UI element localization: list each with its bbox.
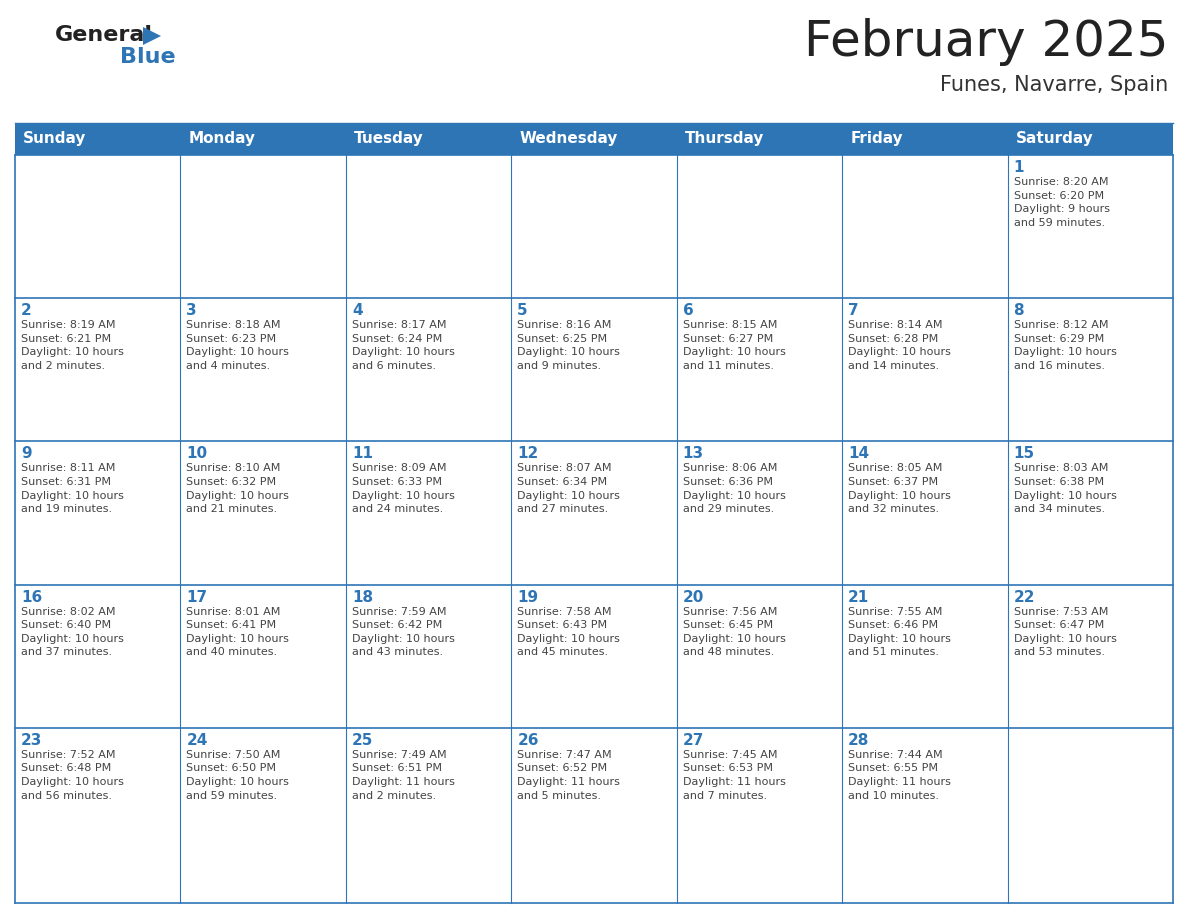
Text: 15: 15 [1013,446,1035,462]
Text: 22: 22 [1013,589,1035,605]
Text: Sunrise: 8:16 AM
Sunset: 6:25 PM
Daylight: 10 hours
and 9 minutes.: Sunrise: 8:16 AM Sunset: 6:25 PM Dayligh… [517,320,620,371]
Text: 17: 17 [187,589,208,605]
Text: Sunrise: 8:09 AM
Sunset: 6:33 PM
Daylight: 10 hours
and 24 minutes.: Sunrise: 8:09 AM Sunset: 6:33 PM Dayligh… [352,464,455,514]
Text: 25: 25 [352,733,373,748]
Text: Sunrise: 7:45 AM
Sunset: 6:53 PM
Daylight: 11 hours
and 7 minutes.: Sunrise: 7:45 AM Sunset: 6:53 PM Dayligh… [683,750,785,800]
Text: Sunday: Sunday [23,131,87,147]
Text: Sunrise: 8:15 AM
Sunset: 6:27 PM
Daylight: 10 hours
and 11 minutes.: Sunrise: 8:15 AM Sunset: 6:27 PM Dayligh… [683,320,785,371]
Text: February 2025: February 2025 [803,18,1168,66]
Text: 2: 2 [21,303,32,319]
Text: 28: 28 [848,733,870,748]
Text: Sunrise: 8:17 AM
Sunset: 6:24 PM
Daylight: 10 hours
and 6 minutes.: Sunrise: 8:17 AM Sunset: 6:24 PM Dayligh… [352,320,455,371]
Text: 3: 3 [187,303,197,319]
Text: 26: 26 [517,733,539,748]
Text: Sunrise: 8:14 AM
Sunset: 6:28 PM
Daylight: 10 hours
and 14 minutes.: Sunrise: 8:14 AM Sunset: 6:28 PM Dayligh… [848,320,952,371]
Text: 13: 13 [683,446,703,462]
Text: General: General [55,25,153,45]
Text: 6: 6 [683,303,694,319]
Text: 18: 18 [352,589,373,605]
Text: Thursday: Thursday [684,131,764,147]
Text: Sunrise: 7:50 AM
Sunset: 6:50 PM
Daylight: 10 hours
and 59 minutes.: Sunrise: 7:50 AM Sunset: 6:50 PM Dayligh… [187,750,290,800]
Text: 20: 20 [683,589,704,605]
Text: 5: 5 [517,303,527,319]
Text: Sunrise: 7:58 AM
Sunset: 6:43 PM
Daylight: 10 hours
and 45 minutes.: Sunrise: 7:58 AM Sunset: 6:43 PM Dayligh… [517,607,620,657]
Text: 24: 24 [187,733,208,748]
Bar [15,123,1173,155]
Text: Sunrise: 8:02 AM
Sunset: 6:40 PM
Daylight: 10 hours
and 37 minutes.: Sunrise: 8:02 AM Sunset: 6:40 PM Dayligh… [21,607,124,657]
Text: 10: 10 [187,446,208,462]
Text: Sunrise: 8:19 AM
Sunset: 6:21 PM
Daylight: 10 hours
and 2 minutes.: Sunrise: 8:19 AM Sunset: 6:21 PM Dayligh… [21,320,124,371]
Text: Sunrise: 7:47 AM
Sunset: 6:52 PM
Daylight: 11 hours
and 5 minutes.: Sunrise: 7:47 AM Sunset: 6:52 PM Dayligh… [517,750,620,800]
Text: 27: 27 [683,733,704,748]
Text: Sunrise: 8:03 AM
Sunset: 6:38 PM
Daylight: 10 hours
and 34 minutes.: Sunrise: 8:03 AM Sunset: 6:38 PM Dayligh… [1013,464,1117,514]
Text: Sunrise: 7:53 AM
Sunset: 6:47 PM
Daylight: 10 hours
and 53 minutes.: Sunrise: 7:53 AM Sunset: 6:47 PM Dayligh… [1013,607,1117,657]
Text: 7: 7 [848,303,859,319]
Text: Sunrise: 7:59 AM
Sunset: 6:42 PM
Daylight: 10 hours
and 43 minutes.: Sunrise: 7:59 AM Sunset: 6:42 PM Dayligh… [352,607,455,657]
Text: Blue: Blue [120,47,176,67]
Text: Sunrise: 7:44 AM
Sunset: 6:55 PM
Daylight: 11 hours
and 10 minutes.: Sunrise: 7:44 AM Sunset: 6:55 PM Dayligh… [848,750,952,800]
Text: Saturday: Saturday [1016,131,1093,147]
Text: 21: 21 [848,589,870,605]
Text: Wednesday: Wednesday [519,131,618,147]
Text: 11: 11 [352,446,373,462]
Text: 14: 14 [848,446,870,462]
Text: Sunrise: 7:55 AM
Sunset: 6:46 PM
Daylight: 10 hours
and 51 minutes.: Sunrise: 7:55 AM Sunset: 6:46 PM Dayligh… [848,607,952,657]
Text: 23: 23 [21,733,43,748]
Text: Friday: Friday [851,131,903,147]
Text: Sunrise: 7:52 AM
Sunset: 6:48 PM
Daylight: 10 hours
and 56 minutes.: Sunrise: 7:52 AM Sunset: 6:48 PM Dayligh… [21,750,124,800]
Text: Sunrise: 8:20 AM
Sunset: 6:20 PM
Daylight: 9 hours
and 59 minutes.: Sunrise: 8:20 AM Sunset: 6:20 PM Dayligh… [1013,177,1110,228]
Text: Sunrise: 8:06 AM
Sunset: 6:36 PM
Daylight: 10 hours
and 29 minutes.: Sunrise: 8:06 AM Sunset: 6:36 PM Dayligh… [683,464,785,514]
Text: 8: 8 [1013,303,1024,319]
Text: Sunrise: 8:07 AM
Sunset: 6:34 PM
Daylight: 10 hours
and 27 minutes.: Sunrise: 8:07 AM Sunset: 6:34 PM Dayligh… [517,464,620,514]
Text: 12: 12 [517,446,538,462]
Text: Sunrise: 8:10 AM
Sunset: 6:32 PM
Daylight: 10 hours
and 21 minutes.: Sunrise: 8:10 AM Sunset: 6:32 PM Dayligh… [187,464,290,514]
Text: 1: 1 [1013,160,1024,175]
Text: Monday: Monday [189,131,255,147]
Text: Sunrise: 8:18 AM
Sunset: 6:23 PM
Daylight: 10 hours
and 4 minutes.: Sunrise: 8:18 AM Sunset: 6:23 PM Dayligh… [187,320,290,371]
Text: Sunrise: 8:01 AM
Sunset: 6:41 PM
Daylight: 10 hours
and 40 minutes.: Sunrise: 8:01 AM Sunset: 6:41 PM Dayligh… [187,607,290,657]
Text: Sunrise: 7:56 AM
Sunset: 6:45 PM
Daylight: 10 hours
and 48 minutes.: Sunrise: 7:56 AM Sunset: 6:45 PM Dayligh… [683,607,785,657]
Text: Tuesday: Tuesday [354,131,424,147]
Text: Funes, Navarre, Spain: Funes, Navarre, Spain [940,75,1168,95]
Text: 16: 16 [21,589,43,605]
Text: 19: 19 [517,589,538,605]
Text: Sunrise: 8:12 AM
Sunset: 6:29 PM
Daylight: 10 hours
and 16 minutes.: Sunrise: 8:12 AM Sunset: 6:29 PM Dayligh… [1013,320,1117,371]
Text: 9: 9 [21,446,32,462]
Text: Sunrise: 8:05 AM
Sunset: 6:37 PM
Daylight: 10 hours
and 32 minutes.: Sunrise: 8:05 AM Sunset: 6:37 PM Dayligh… [848,464,952,514]
Text: Sunrise: 7:49 AM
Sunset: 6:51 PM
Daylight: 11 hours
and 2 minutes.: Sunrise: 7:49 AM Sunset: 6:51 PM Dayligh… [352,750,455,800]
Text: 4: 4 [352,303,362,319]
Polygon shape [143,27,162,45]
Text: Sunrise: 8:11 AM
Sunset: 6:31 PM
Daylight: 10 hours
and 19 minutes.: Sunrise: 8:11 AM Sunset: 6:31 PM Dayligh… [21,464,124,514]
